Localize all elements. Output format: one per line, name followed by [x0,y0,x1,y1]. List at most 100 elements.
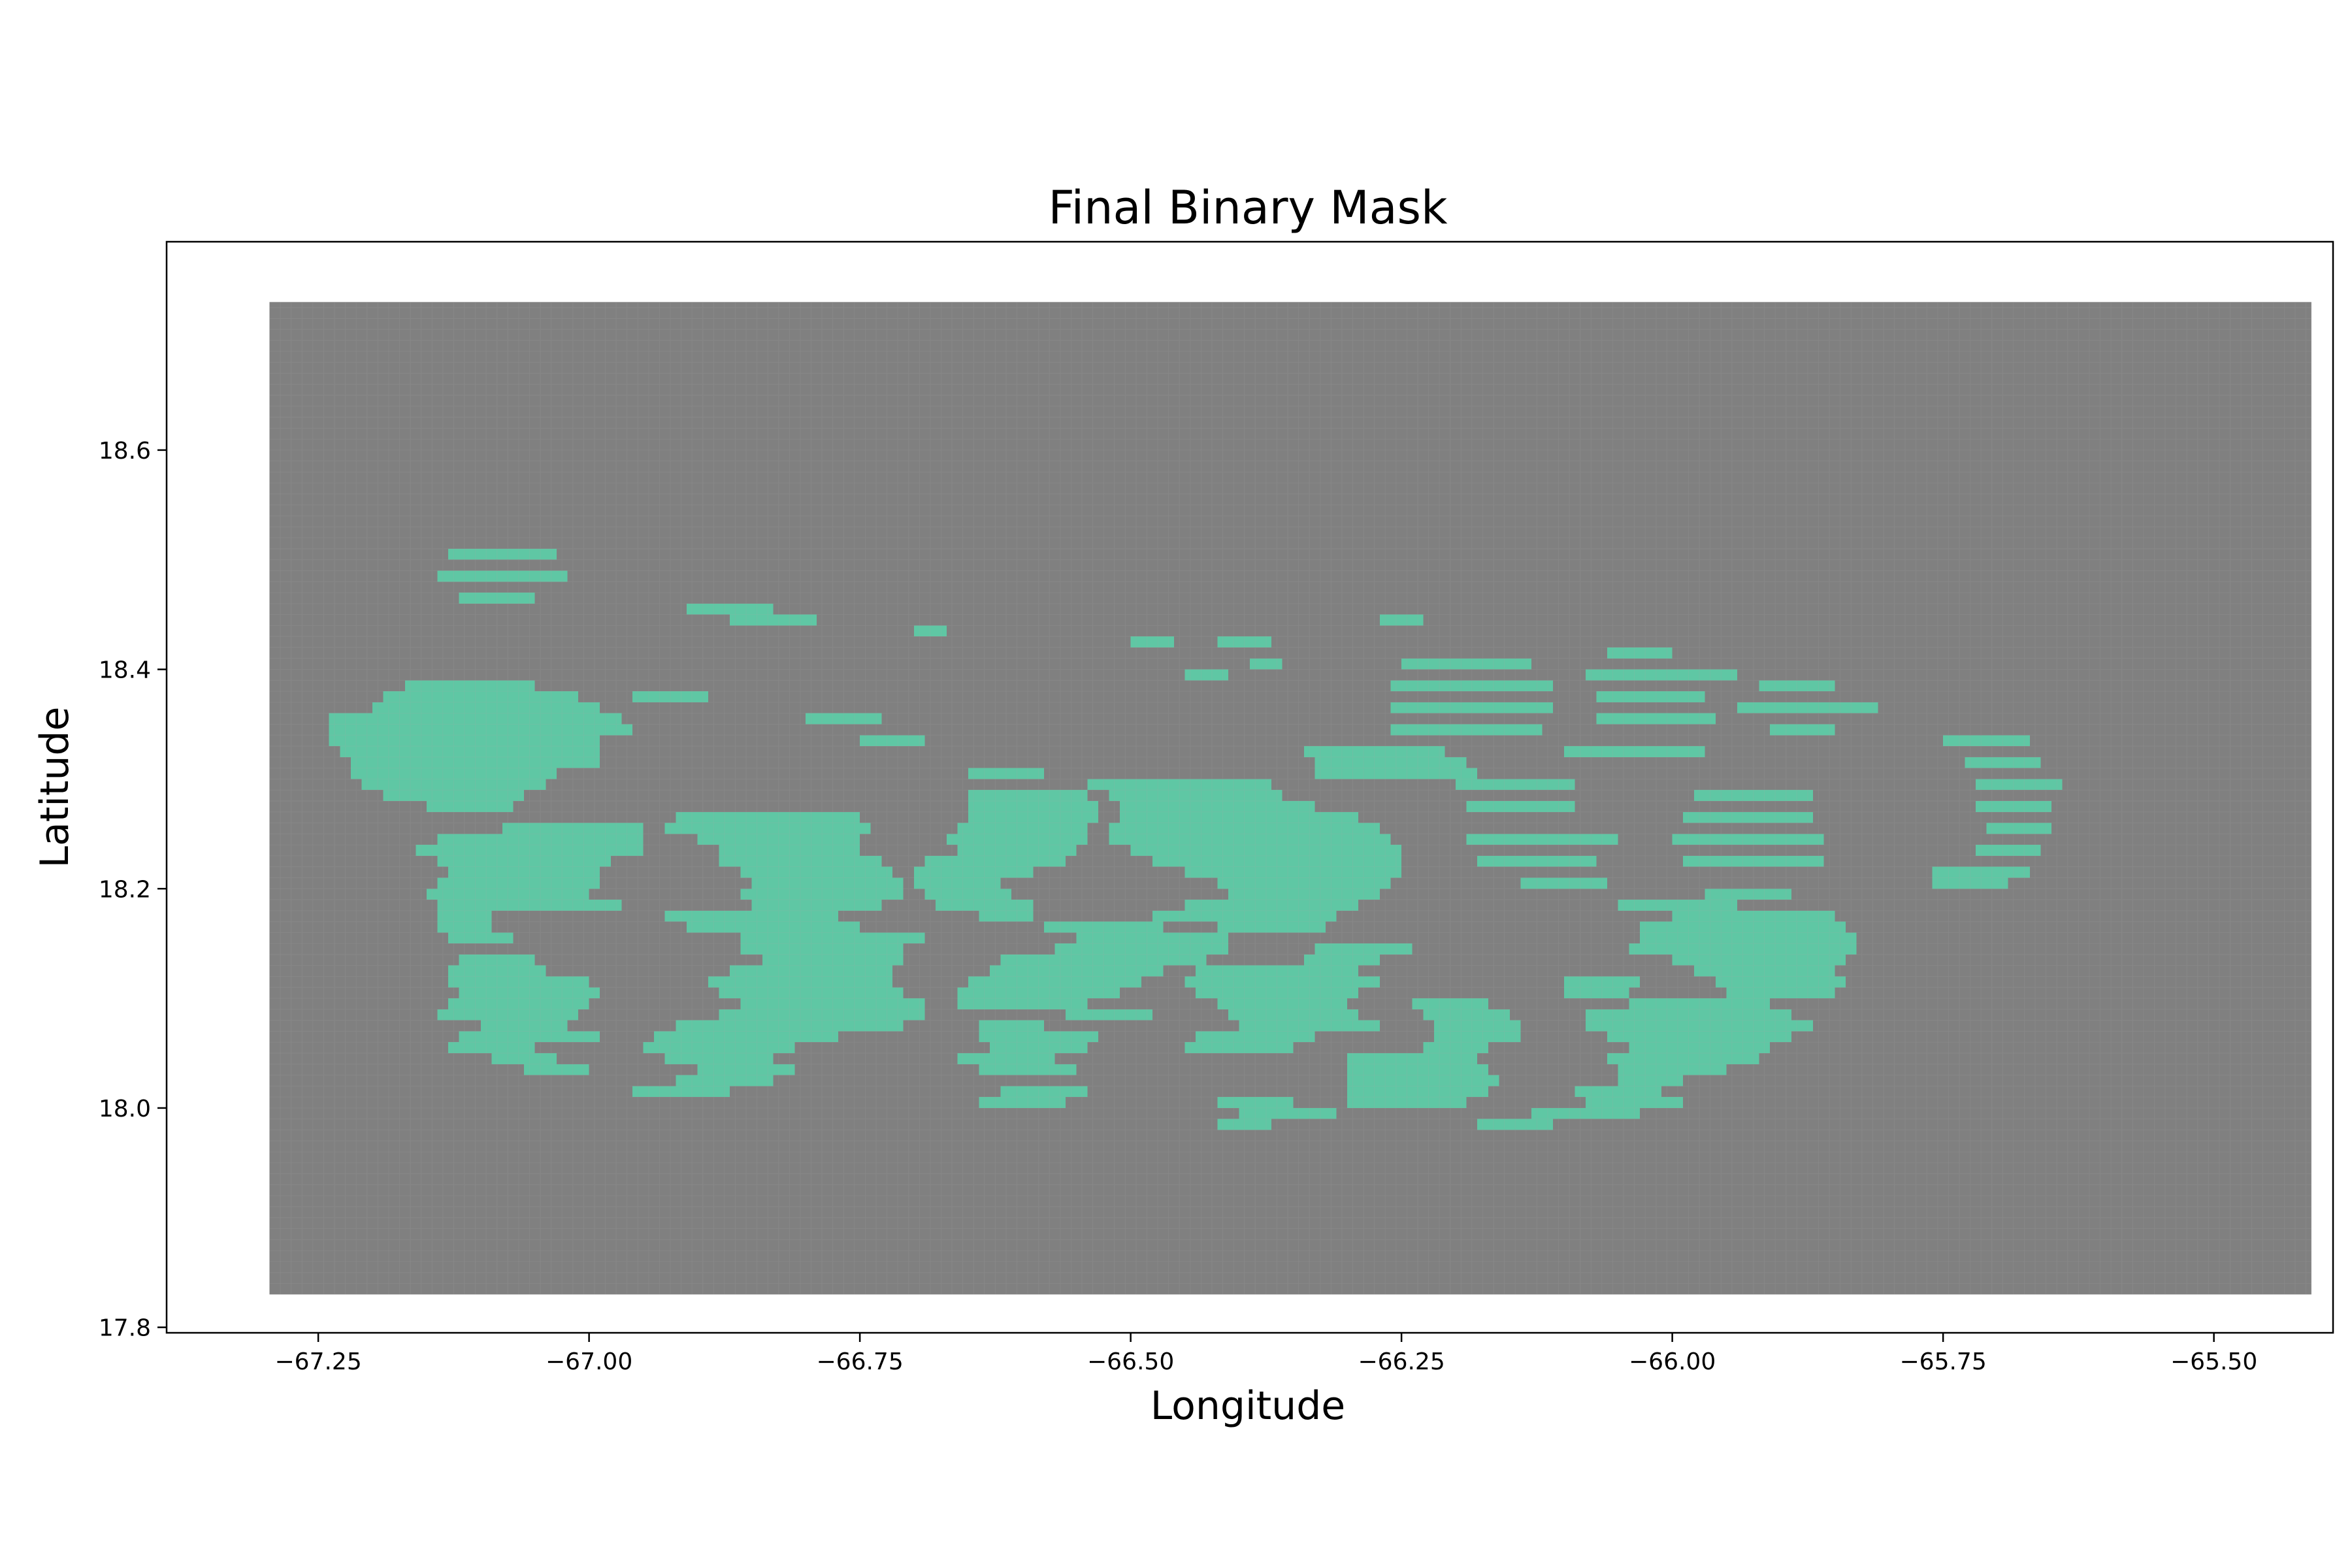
mask-cell-run [1477,855,1597,867]
mask-cell-run [1693,965,1835,977]
x-axis: −67.25 −67.00 −66.75 −66.50 −66.25 −66.00 −65.… [275,1333,2257,1375]
mask-cell-run [383,691,579,702]
mask-cell-run [1986,823,2051,834]
mask-cell-run [968,811,1098,823]
mask-cell-run [459,1031,600,1043]
mask-cell-run [448,866,600,878]
mask-cell-run [1769,724,1835,736]
mask-cell-run [1693,790,1814,801]
mask-cell-run [914,625,947,637]
mask-cell-run [361,779,546,791]
mask-cell-run [1087,779,1272,791]
mask-cell-run [1184,900,1358,911]
mask-cell-run [1423,1042,1488,1054]
mask-cell-run [1607,647,1673,659]
mask-cell-run [1618,900,1738,911]
mask-cell-run [1184,976,1380,988]
mask-cell-run [968,976,1142,988]
mask-cell-run [1596,691,1705,702]
mask-cell-run [924,889,1012,900]
mask-cell-run [459,954,535,966]
mask-cell-run [1217,921,1326,933]
mask-cell-run [1466,834,1618,845]
mask-cell-run [1076,932,1228,944]
mask-cell-run [946,834,1088,845]
mask-cell-run [1629,1042,1770,1054]
mask-background [269,302,2311,1295]
mask-cell-run [448,548,557,560]
mask-cell-run [979,1097,1066,1108]
mask-cell-run [437,900,622,911]
mask-cell-run [1607,1031,1791,1043]
mask-cell-run [1975,779,2063,791]
mask-cell-run [632,1086,730,1098]
mask-cell-run [1347,1086,1488,1098]
mask-cell-run [654,1031,838,1043]
mask-cell-run [1152,855,1402,867]
mask-cell-run [1401,658,1532,670]
mask-cell-run [1347,1097,1467,1108]
mask-cell-run [480,1020,568,1032]
mask-cell-run [1639,932,1857,944]
mask-cell-run [1217,1119,1272,1130]
mask-cell-run [491,1053,557,1064]
mask-cell-run [1066,1009,1152,1021]
x-tick-label: −65.50 [2170,1348,2257,1375]
mask-cell-run [1390,702,1554,713]
mask-cell-run [1303,746,1445,757]
mask-cell-run [1120,811,1358,823]
x-tick-label: −65.75 [1900,1348,1987,1375]
mask-cell-run [1520,877,1608,889]
mask-cell-run [437,570,568,582]
mask-cell-run [404,680,535,692]
mask-cell-run [1563,976,1640,988]
mask-cell-run [1531,1107,1640,1119]
mask-cell-run [979,910,1034,922]
mask-cell-run [957,823,1088,834]
mask-cell-run [1184,669,1228,681]
x-tick-label: −67.25 [275,1348,362,1375]
mask-cell-run [686,603,774,615]
mask-cell-run [1196,965,1358,977]
mask-cell-run [751,877,904,889]
mask-cell-run [1585,1009,1791,1021]
mask-cell-run [1347,1053,1478,1064]
x-tick-label: −66.00 [1629,1348,1716,1375]
mask-cell-run [1672,834,1824,845]
mask-cell-run [524,1064,589,1075]
mask-cell-run [1975,845,2041,856]
mask-cell-run [740,998,925,1009]
mask-cell-run [372,702,600,713]
mask-cell-run [1109,834,1391,845]
x-axis-label: Longitude [1151,1383,1345,1429]
mask-cell-run [1715,976,1846,988]
mask-cell-run [1433,1020,1521,1032]
mask-cell-run [968,768,1044,779]
mask-cell-run [437,1009,579,1021]
mask-cell-run [416,845,644,856]
mask-cell-run [740,932,925,944]
mask-cell-run [1943,735,2030,747]
x-tick-label: −67.00 [546,1348,632,1375]
mask-cell-run [1672,954,1846,966]
mask-cell-run [1705,889,1791,900]
mask-cell-run [664,910,838,922]
mask-cell-run [1390,724,1543,736]
mask-cell-run [1109,790,1282,801]
mask-cell-run [914,877,1001,889]
mask-cell-run [1737,702,1878,713]
mask-cell-run [1043,921,1164,933]
chart-title: Final Binary Mask [1048,181,1448,235]
mask-cell-run [426,800,514,812]
mask-cell-run [806,713,882,725]
mask-cell-run [448,976,589,988]
mask-cell-run [1563,987,1629,999]
mask-cell-run [968,800,1098,812]
mask-cell-run [957,845,1077,856]
mask-cell-run [437,855,611,867]
mask-cell-run [719,1009,925,1021]
mask-cell-run [762,954,904,966]
mask-cell-run [329,735,600,747]
mask-cell-run [1347,1064,1488,1075]
y-tick-label: 18.2 [99,876,151,903]
